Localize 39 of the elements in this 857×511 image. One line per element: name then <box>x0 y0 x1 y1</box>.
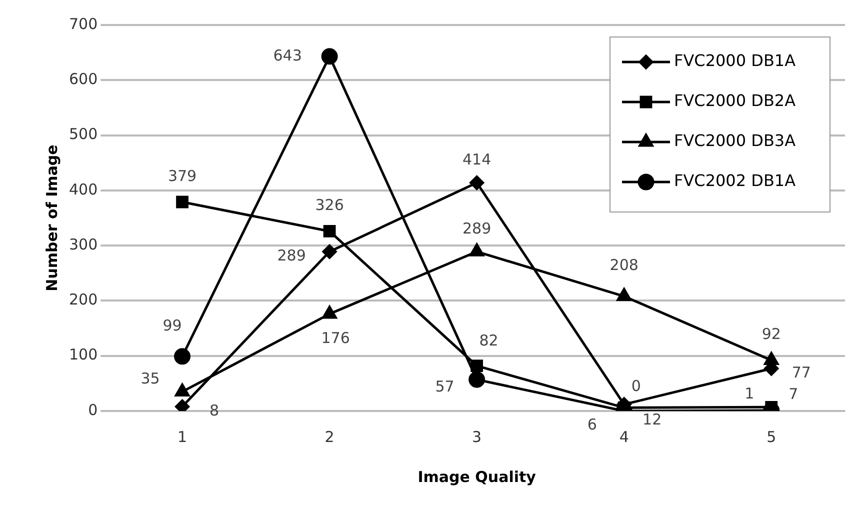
data-label: 99 <box>162 316 182 334</box>
data-label: 379 <box>168 166 197 185</box>
data-label: 77 <box>792 363 811 382</box>
x-tick-label: 5 <box>766 428 776 446</box>
data-label: 35 <box>140 370 160 388</box>
x-tick-label: 3 <box>472 428 482 446</box>
data-label: 7 <box>788 385 798 404</box>
y-tick-label: 0 <box>88 400 98 419</box>
data-label: 208 <box>610 256 638 274</box>
data-label: 0 <box>631 376 641 395</box>
y-tick-label: 500 <box>68 125 98 144</box>
data-label: 1 <box>744 384 754 402</box>
x-tick-label: 2 <box>324 428 334 446</box>
data-label: 82 <box>479 332 498 350</box>
data-label: 6 <box>587 416 597 434</box>
data-label: 414 <box>462 150 492 169</box>
data-label: 326 <box>315 196 344 214</box>
x-tick-label: 1 <box>177 428 188 446</box>
data-label: 12 <box>642 410 662 428</box>
data-label: 8 <box>209 401 220 420</box>
y-tick-label: 400 <box>68 180 98 198</box>
x-tick-label: 4 <box>619 428 629 446</box>
y-tick-label: 200 <box>68 290 98 309</box>
data-label: 176 <box>321 328 350 347</box>
y-tick-label: 100 <box>68 346 98 364</box>
data-label: 289 <box>277 246 306 265</box>
data-label: 57 <box>435 377 454 396</box>
legend-label: FVC2000 DB1A <box>674 51 796 70</box>
legend-label: FVC2000 DB2A <box>674 91 796 110</box>
data-label: 643 <box>273 46 302 64</box>
data-label: 289 <box>462 220 492 238</box>
y-tick-label: 700 <box>68 14 98 33</box>
legend-label: FVC2000 DB3A <box>674 131 796 150</box>
legend-label: FVC2002 DB1A <box>674 171 796 190</box>
y-tick-label: 600 <box>68 70 98 88</box>
y-tick-label: 300 <box>68 235 98 254</box>
y-axis-title: Number of Image <box>42 144 61 292</box>
x-axis-title: Image Quality <box>418 468 536 486</box>
data-label: 92 <box>762 325 781 344</box>
